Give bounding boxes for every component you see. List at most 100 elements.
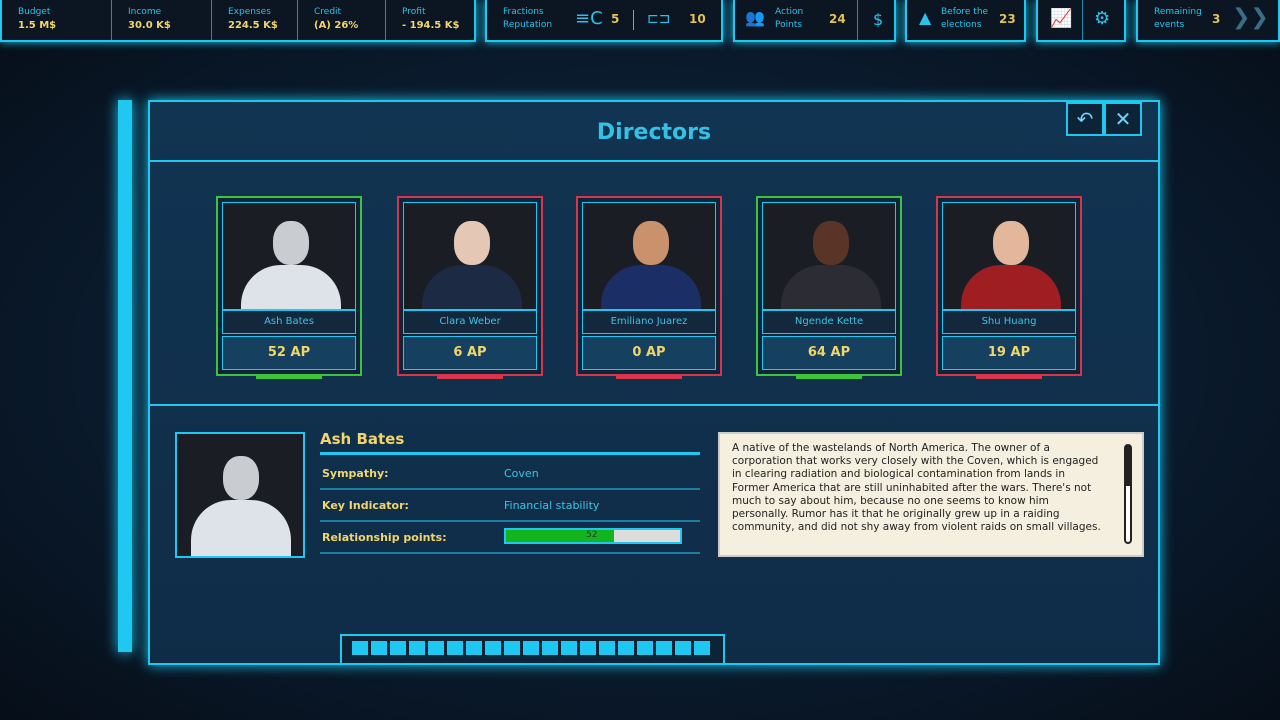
director-portrait — [942, 202, 1076, 310]
portrait-body — [961, 265, 1061, 309]
scrollbar-thumb[interactable] — [1126, 446, 1130, 486]
faction-reputation: 10 — [689, 12, 706, 26]
progress-segment — [409, 641, 425, 655]
events-value: 3 — [1212, 12, 1221, 26]
action-points-value: 24 — [829, 12, 846, 26]
selected-name: Ash Bates — [320, 430, 405, 448]
income-value: 30.0 K$ — [128, 20, 171, 31]
relationship-bar: 52 — [504, 528, 682, 544]
close-icon: ✕ — [1114, 107, 1132, 131]
progress-segment — [371, 641, 387, 655]
progress-segment — [694, 641, 710, 655]
director-portrait — [762, 202, 896, 310]
buy-action-points-button[interactable]: $ — [873, 10, 884, 29]
status-meter — [976, 374, 1042, 379]
dialog-title: Directors — [596, 120, 712, 145]
elections-value: 23 — [999, 12, 1016, 26]
portrait-body — [241, 265, 341, 309]
section-divider — [150, 404, 1158, 406]
director-card[interactable]: Ash Bates 52 AP — [216, 196, 362, 379]
relationship-row: Relationship points: 52 — [320, 522, 700, 554]
ap-label-1: Action — [775, 7, 804, 17]
progress-segment — [352, 641, 368, 655]
portrait-head — [273, 221, 309, 265]
progress-segment — [561, 641, 577, 655]
relationship-value: 52 — [586, 530, 598, 540]
progress-segment — [599, 641, 615, 655]
credit-value: (A) 26% — [314, 20, 359, 31]
director-card[interactable]: Shu Huang 19 AP — [936, 196, 1082, 379]
director-name: Shu Huang — [942, 310, 1076, 334]
director-name: Emiliano Juarez — [582, 310, 716, 334]
expenses-value: 224.5 K$ — [228, 20, 278, 31]
close-button[interactable]: ✕ — [1104, 102, 1142, 136]
portrait-head — [813, 221, 849, 265]
reputation-bar[interactable]: Fractions Reputation ≡C 5 ⊏⊐ 10 — [485, 0, 723, 42]
portrait-body — [422, 265, 522, 309]
progress-segment — [675, 641, 691, 655]
budget-label: Budget — [18, 7, 51, 17]
elections-label-1: Before the — [941, 7, 989, 17]
separator — [633, 10, 634, 30]
progress-segment — [485, 641, 501, 655]
coven-icon: ≡C — [575, 8, 603, 29]
portrait-body — [601, 265, 701, 309]
events-label-2: events — [1154, 20, 1185, 30]
selected-portrait — [175, 432, 305, 558]
credit-label: Credit — [314, 7, 342, 17]
faction-icon: ⊏⊐ — [647, 11, 671, 27]
bottom-deco — [340, 634, 725, 665]
coven-reputation: 5 — [611, 12, 620, 26]
profit-value: - 194.5 K$ — [402, 20, 460, 31]
status-meter — [256, 374, 322, 379]
relationship-bar-fill — [506, 530, 614, 542]
relationship-label: Relationship points: — [322, 531, 447, 544]
sympathy-row: Sympathy: Coven — [320, 458, 700, 490]
director-ap: 19 AP — [942, 336, 1076, 370]
separator — [857, 0, 858, 40]
director-ap: 52 AP — [222, 336, 356, 370]
portrait-head — [223, 456, 259, 500]
portrait-body — [781, 265, 881, 309]
expenses-label: Expenses — [228, 7, 271, 17]
income-stat: Income 30.0 K$ — [112, 0, 212, 40]
credit-stat: Credit (A) 26% — [298, 0, 386, 40]
statistics-icon[interactable]: 📈 — [1050, 8, 1073, 29]
budget-value: 1.5 M$ — [18, 20, 57, 31]
director-card[interactable]: Clara Weber 6 AP — [397, 196, 543, 379]
settings-icon[interactable]: ⚙ — [1094, 8, 1111, 29]
director-card[interactable]: Ngende Kette 64 AP — [756, 196, 902, 379]
sympathy-label: Sympathy: — [322, 467, 389, 480]
director-card[interactable]: Emiliano Juarez 0 AP — [576, 196, 722, 379]
finance-bar: Budget 1.5 M$ Income 30.0 K$ Expenses 224.5… — [0, 0, 476, 42]
progress-segment — [466, 641, 482, 655]
sympathy-value: Coven — [504, 467, 539, 480]
undo-button[interactable]: ↶ — [1066, 102, 1104, 136]
status-meter — [437, 374, 503, 379]
events-bar[interactable]: Remaining events 3 ❯❯ — [1136, 0, 1280, 42]
directors-dialog: Directors ↶ ✕ Ash Bates 52 AP Clara Webe… — [148, 100, 1160, 665]
person-icon: ▲ — [919, 8, 932, 27]
header-divider — [150, 160, 1158, 162]
elections-label-2: elections — [941, 20, 982, 30]
progress-segment — [618, 641, 634, 655]
director-name: Ngende Kette — [762, 310, 896, 334]
key-indicator-label: Key Indicator: — [322, 499, 409, 512]
progress-segment — [447, 641, 463, 655]
description-scrollbar[interactable] — [1124, 444, 1132, 544]
next-turn-icon[interactable]: ❯❯ — [1232, 5, 1269, 30]
portrait-head — [454, 221, 490, 265]
reputation-label: Fractions Reputation — [487, 0, 552, 40]
action-points-label: Action Points — [759, 0, 803, 40]
status-meter — [616, 374, 682, 379]
director-portrait — [222, 202, 356, 310]
action-points-bar: 👥 Action Points 24 $ — [733, 0, 896, 42]
separator — [1082, 0, 1083, 40]
director-name: Clara Weber — [403, 310, 537, 334]
profit-label: Profit — [402, 7, 426, 17]
status-meter — [796, 374, 862, 379]
events-label: Remaining events — [1138, 0, 1202, 40]
profit-stat: Profit - 194.5 K$ — [386, 0, 476, 40]
progress-segment — [580, 641, 596, 655]
director-portrait — [403, 202, 537, 310]
